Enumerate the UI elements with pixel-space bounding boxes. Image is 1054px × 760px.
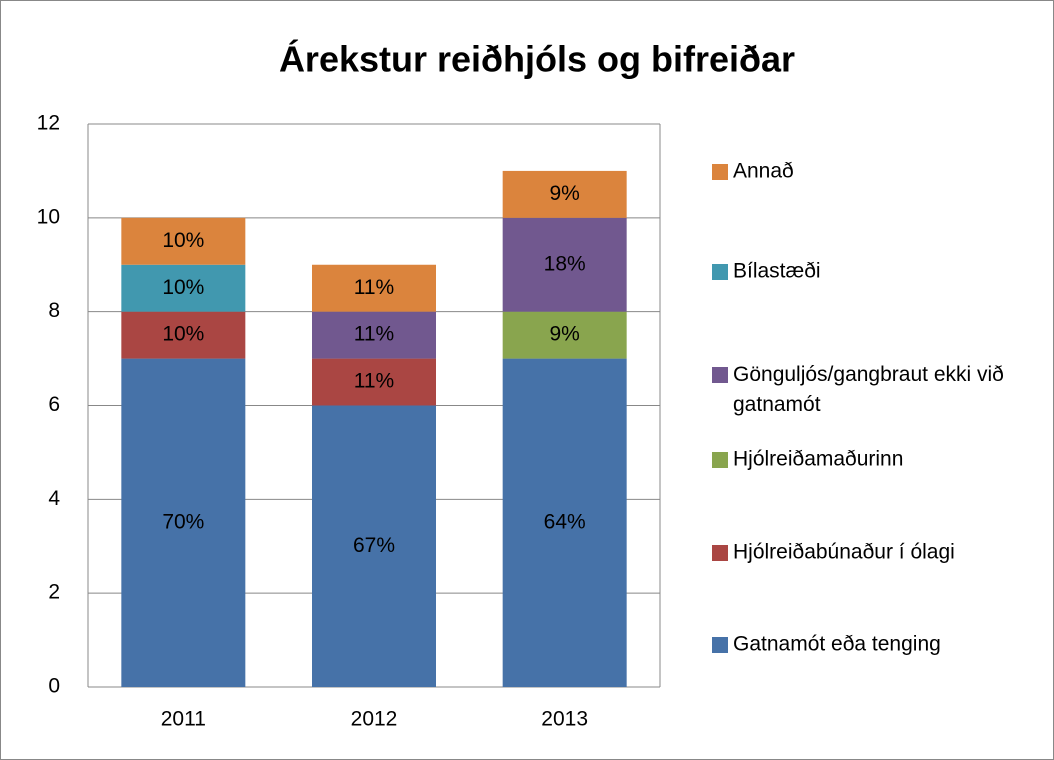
y-tick-label: 6 [48,393,60,416]
y-tick-label: 8 [48,299,60,322]
data-label: 70% [162,510,204,533]
x-tick-label: 2012 [351,708,398,731]
y-tick-label: 2 [48,581,60,604]
data-label: 11% [354,370,394,393]
bar-segment [312,264,436,312]
bar-segment [312,405,436,687]
bar-segment [502,311,627,359]
legend-swatch [712,545,728,561]
data-label: 18% [544,252,586,275]
y-tick-label: 0 [48,675,60,698]
bar-segment [121,217,246,265]
bar-segment [502,358,627,687]
legend-label: Annað [733,160,794,183]
legend-label: Hjólreiðamaðurinn [733,448,903,471]
bar-segment [121,264,246,312]
data-label: 10% [162,229,204,252]
legend-label: Gönguljós/gangbraut ekki við gatnamót [733,363,1004,416]
data-label: 9% [549,323,579,346]
legend-swatch [712,637,728,653]
legend-swatch [712,264,728,280]
bar-segment [312,358,436,406]
data-label: 11% [354,323,394,346]
data-label: 10% [162,276,204,299]
bar-segment [502,217,627,312]
legend-swatch [712,452,728,468]
legend-label: Hjólreiðabúnaður í ólagi [733,541,955,564]
bar-segment [121,311,246,359]
x-tick-label: 2013 [541,708,588,731]
data-label: 11% [354,276,394,299]
x-tick-label: 2011 [161,708,206,731]
data-label: 64% [544,510,586,533]
bar-segment [121,358,246,687]
y-tick-label: 4 [48,487,60,510]
legend-swatch [712,367,728,383]
chart-title: Árekstur reiðhjóls og bifreiðar [279,39,795,80]
bar-segment [502,170,627,218]
y-tick-label: 12 [37,112,60,135]
legend-label: Gatnamót eða tenging [733,633,941,656]
data-label: 9% [549,182,579,205]
y-tick-label: 10 [37,205,60,228]
legend-label: Bílastæði [733,260,821,283]
legend-swatch [712,164,728,180]
data-label: 67% [353,534,395,557]
data-label: 10% [162,323,204,346]
bar-segment [312,311,436,359]
